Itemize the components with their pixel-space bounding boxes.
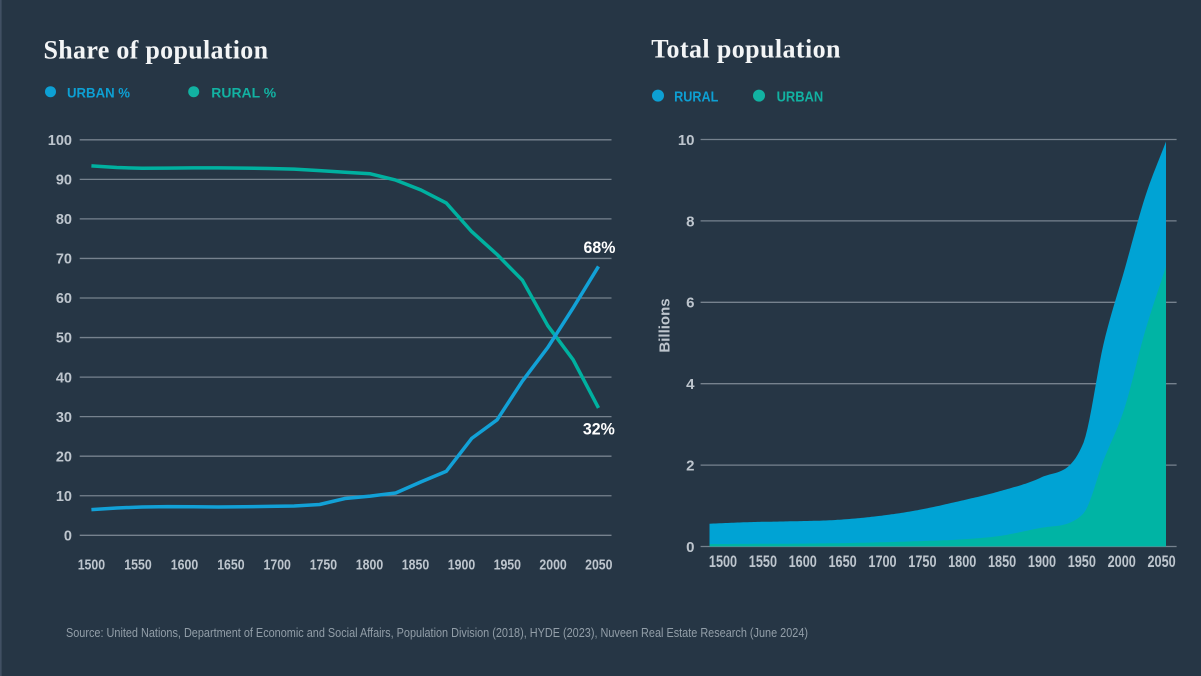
svg-text:0: 0 [686,539,694,556]
svg-text:32%: 32% [583,421,615,439]
svg-text:1550: 1550 [124,558,151,574]
svg-text:2050: 2050 [585,558,612,574]
svg-text:20: 20 [56,449,72,465]
svg-text:1750: 1750 [908,553,936,571]
svg-text:80: 80 [56,212,72,228]
svg-text:1800: 1800 [948,553,976,571]
svg-text:10: 10 [56,489,72,505]
svg-text:1650: 1650 [217,558,244,574]
svg-text:Share of population: Share of population [44,36,269,65]
svg-text:4: 4 [686,376,695,393]
svg-text:2000: 2000 [539,558,566,574]
svg-text:1900: 1900 [1028,553,1056,571]
svg-text:2000: 2000 [1108,553,1136,571]
svg-text:Source: United Nations, Depart: Source: United Nations, Department of Ec… [66,625,808,640]
svg-text:68%: 68% [584,239,616,257]
svg-text:1950: 1950 [494,558,521,574]
svg-text:1750: 1750 [310,558,337,574]
svg-text:RURAL: RURAL [674,88,718,105]
svg-text:10: 10 [678,132,695,149]
svg-text:40: 40 [56,370,72,386]
svg-text:30: 30 [56,410,72,426]
svg-text:URBAN: URBAN [777,88,824,105]
svg-text:8: 8 [686,213,694,230]
svg-text:1600: 1600 [171,558,198,574]
svg-text:Billions: Billions [657,298,674,352]
svg-text:1850: 1850 [402,558,429,574]
svg-text:2050: 2050 [1148,553,1176,571]
svg-text:70: 70 [56,252,72,268]
svg-text:1600: 1600 [789,553,817,571]
svg-text:1500: 1500 [709,553,737,571]
svg-text:1700: 1700 [868,553,896,571]
svg-text:1550: 1550 [749,553,777,571]
svg-text:Total population: Total population [651,35,841,64]
svg-text:1850: 1850 [988,553,1016,571]
svg-text:60: 60 [56,291,72,307]
svg-text:RURAL %: RURAL % [211,84,276,100]
svg-text:1800: 1800 [356,558,383,574]
svg-text:2: 2 [686,458,694,475]
svg-text:6: 6 [686,295,694,312]
svg-text:1900: 1900 [448,558,475,574]
svg-text:1700: 1700 [264,558,291,574]
svg-text:1950: 1950 [1068,553,1096,571]
svg-text:1500: 1500 [78,558,105,574]
svg-text:90: 90 [56,173,72,189]
svg-text:URBAN %: URBAN % [67,84,131,100]
svg-text:0: 0 [64,529,72,545]
svg-text:1650: 1650 [829,553,857,571]
svg-text:100: 100 [48,133,72,149]
svg-text:50: 50 [56,331,72,347]
